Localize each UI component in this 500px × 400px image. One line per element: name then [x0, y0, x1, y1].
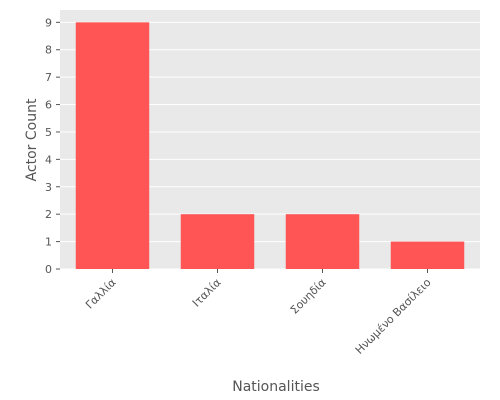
- y-tick-label: 1: [45, 236, 52, 249]
- x-tick-label: Γαλλία: [83, 276, 119, 312]
- y-tick-label: 3: [45, 181, 52, 194]
- y-tick-label: 5: [45, 126, 52, 139]
- bars: [75, 22, 465, 270]
- bar: [180, 214, 255, 269]
- x-tick-label: Ιταλία: [190, 276, 224, 310]
- y-tick-label: 4: [45, 153, 52, 166]
- y-tick-label: 8: [45, 44, 52, 57]
- y-tick-label: 2: [45, 208, 52, 221]
- bar: [285, 214, 360, 269]
- y-tick-label: 0: [45, 263, 52, 276]
- y-axis-ticks: 0 1 2 3 4 5 6 7 8 9: [45, 16, 60, 276]
- x-axis-title: Nationalities: [232, 379, 320, 395]
- x-tick-label: Σουηδία: [288, 276, 329, 317]
- y-tick-label: 7: [45, 71, 52, 84]
- x-tick-label: Ηνωμένο Βασίλειο: [353, 276, 434, 357]
- y-tick-label: 9: [45, 16, 52, 29]
- bar: [390, 241, 465, 269]
- y-tick-label: 6: [45, 99, 52, 112]
- y-axis-title: Actor Count: [24, 98, 40, 181]
- bar: [75, 22, 150, 270]
- x-axis-ticks: Γαλλία Ιταλία Σουηδία Ηνωμένο Βασίλειο: [83, 269, 434, 357]
